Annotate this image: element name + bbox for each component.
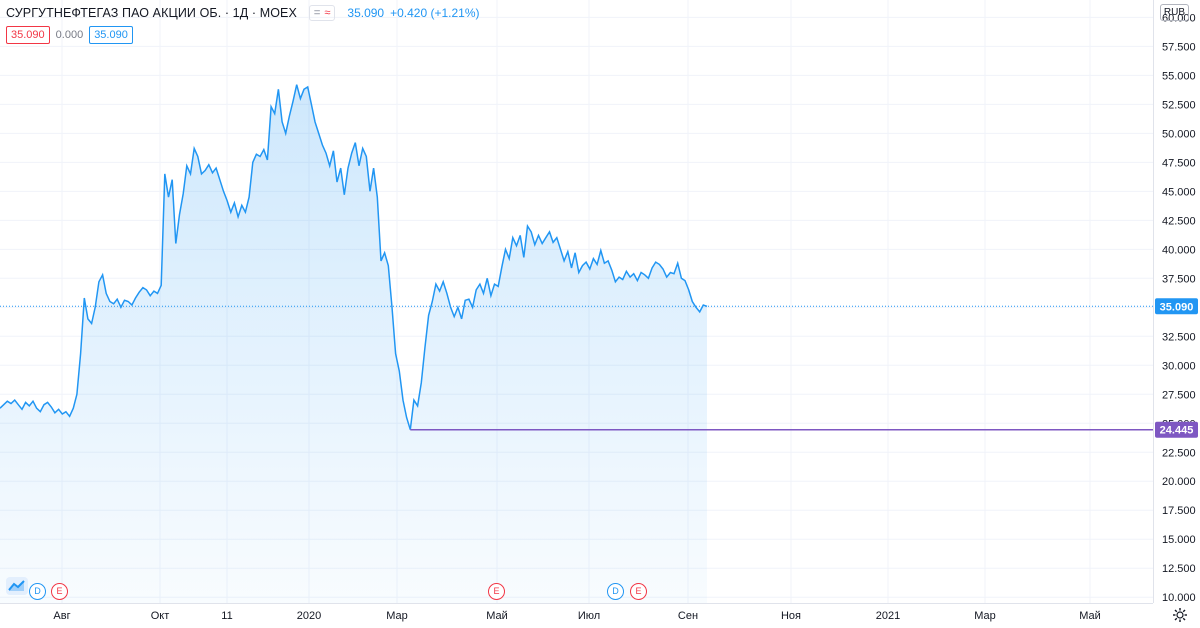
- x-tick-label: Мар: [386, 610, 408, 622]
- x-tick-label: Окт: [151, 610, 170, 622]
- y-tick-label: 57.500: [1162, 41, 1196, 53]
- symbol-title[interactable]: СУРГУТНЕФТЕГАЗ ПАО АКЦИИ ОБ. · 1Д · MOEX: [6, 6, 297, 20]
- equals-icon[interactable]: =: [313, 7, 321, 19]
- ohlc-value-red: 35.090: [6, 26, 50, 44]
- current-price-label: 35.090: [1160, 301, 1194, 313]
- y-tick-label: 45.000: [1162, 186, 1196, 198]
- y-tick-label: 55.000: [1162, 70, 1196, 82]
- last-price: 35.090: [347, 6, 385, 20]
- x-tick-label: Май: [486, 610, 508, 622]
- y-tick-label: 40.000: [1162, 244, 1196, 256]
- price-change: +0.420 (+1.21%): [390, 6, 480, 20]
- price-area-fill: [0, 84, 707, 603]
- ohlc-value-zero: 0.000: [55, 29, 84, 41]
- x-tick-label: Мар: [974, 610, 996, 622]
- y-tick-label: 27.500: [1162, 389, 1196, 401]
- y-tick-label: 15.000: [1162, 534, 1196, 546]
- currency-button[interactable]: RUB: [1159, 4, 1189, 21]
- x-tick-label: 11: [221, 610, 232, 622]
- x-tick-label: Сен: [678, 610, 698, 622]
- y-tick-label: 17.500: [1162, 505, 1196, 517]
- wave-icon[interactable]: ≈: [324, 7, 331, 19]
- y-tick-label: 47.500: [1162, 157, 1196, 169]
- y-tick-label: 60.000: [1162, 12, 1196, 24]
- y-tick-label: 50.000: [1162, 128, 1196, 140]
- min-level-label-bg: [1155, 421, 1198, 438]
- event-dividend-marker[interactable]: D: [29, 583, 46, 600]
- ohlc-row: 35.090 0.000 35.090: [6, 26, 133, 44]
- chart-legend: СУРГУТНЕФТЕГАЗ ПАО АКЦИИ ОБ. · 1Д · MOEX…: [6, 5, 480, 21]
- gear-icon[interactable]: [1172, 607, 1188, 623]
- ohlc-value-blue: 35.090: [89, 26, 133, 44]
- event-earnings-marker[interactable]: E: [51, 583, 68, 600]
- y-tick-label: 20.000: [1162, 476, 1196, 488]
- x-tick-label: Ноя: [781, 610, 801, 622]
- x-tick-label: Май: [1079, 610, 1101, 622]
- y-tick-label: 30.000: [1162, 360, 1196, 372]
- event-earnings-marker[interactable]: E: [488, 583, 505, 600]
- legend-controls[interactable]: = ≈: [308, 5, 336, 21]
- y-tick-label: 42.500: [1162, 215, 1196, 227]
- y-tick-label: 10.000: [1162, 592, 1196, 604]
- y-tick-label: 12.500: [1162, 563, 1196, 575]
- time-axis[interactable]: Авг Окт 11 2020 Мар Май Июл Сен Ноя 2021 Мар Май: [53, 610, 1100, 622]
- price-line: [0, 84, 708, 430]
- x-tick-label: Июл: [578, 610, 600, 622]
- y-tick-label: 22.500: [1162, 447, 1196, 459]
- x-tick-label: 2021: [876, 610, 900, 622]
- y-tick-label: 37.500: [1162, 273, 1196, 285]
- x-tick-label: Авг: [53, 610, 70, 622]
- current-price-label-bg: [1155, 298, 1198, 315]
- y-tick-label: 52.500: [1162, 99, 1196, 111]
- event-dividend-marker[interactable]: D: [607, 583, 624, 600]
- event-earnings-marker[interactable]: E: [630, 583, 647, 600]
- x-tick-label: 2020: [297, 610, 321, 622]
- y-tick-label: 32.500: [1162, 331, 1196, 343]
- min-level-label: 24.445: [1160, 425, 1194, 437]
- tradingview-logo-icon[interactable]: [6, 577, 28, 595]
